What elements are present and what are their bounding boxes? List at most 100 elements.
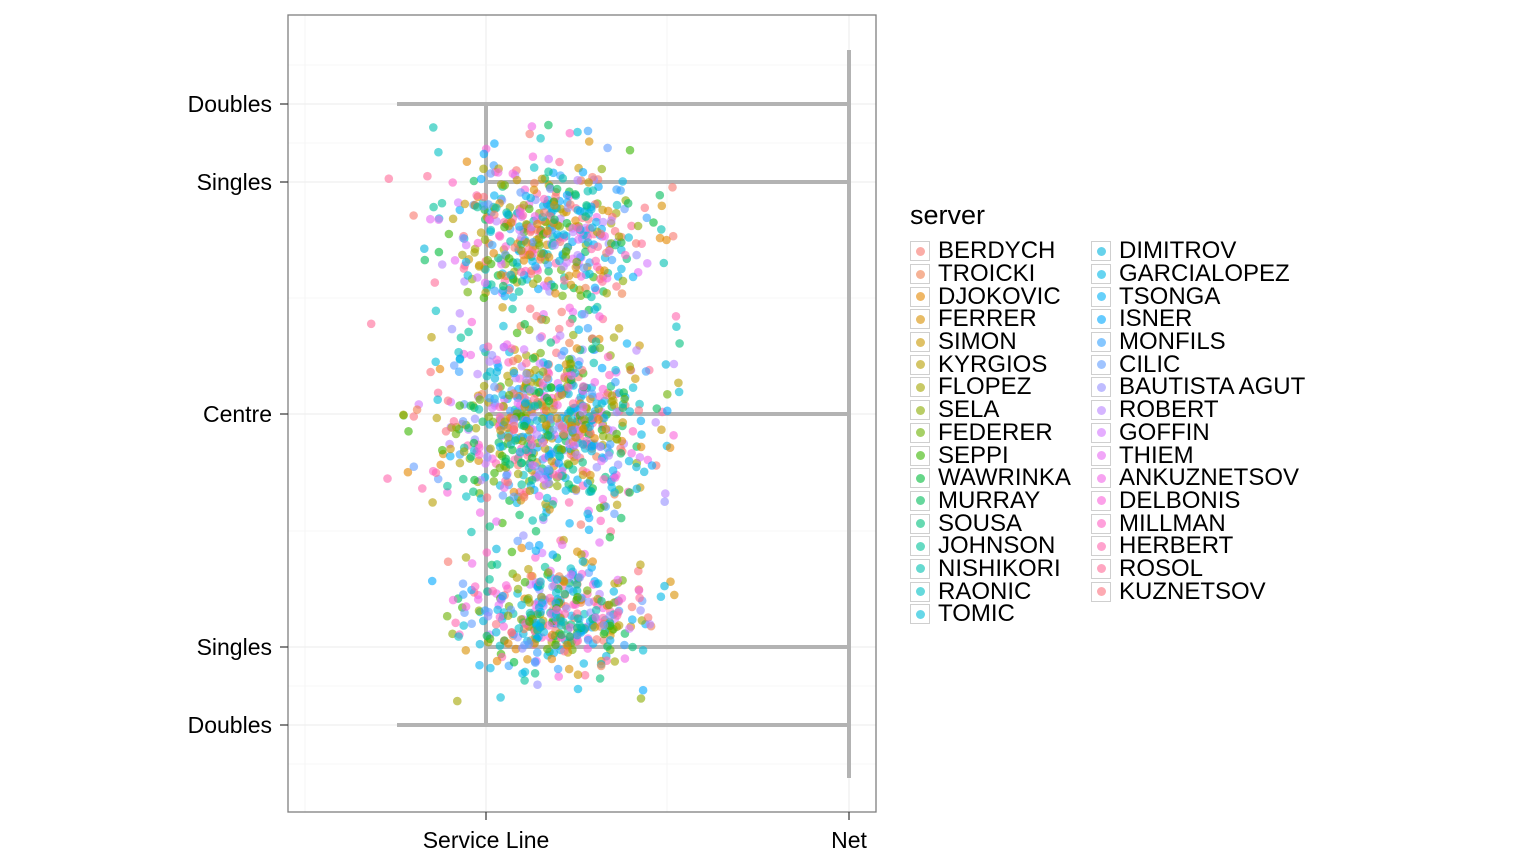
serve-point: [559, 430, 569, 439]
serve-point: [574, 235, 583, 244]
serve-point: [605, 370, 614, 380]
serve-point: [565, 338, 574, 348]
serve-point: [470, 582, 480, 591]
serve-point: [525, 304, 535, 314]
legend-swatch: [1096, 382, 1106, 392]
serve-point: [435, 364, 445, 374]
serve-point: [436, 460, 446, 470]
serve-point: [616, 186, 625, 195]
legend-item: MONFILS: [1091, 330, 1305, 354]
serve-point: [463, 271, 473, 280]
serve-point: [562, 218, 572, 228]
serve-point: [478, 417, 488, 427]
serve-point: [542, 282, 552, 291]
serve-point: [610, 509, 619, 519]
serve-point: [512, 258, 522, 267]
serve-point: [516, 246, 526, 255]
serve-point: [467, 527, 476, 537]
serve-point: [526, 571, 536, 581]
legend-label: SOUSA: [938, 509, 1023, 537]
serve-point: [583, 238, 593, 247]
x-tick-label: Net: [831, 827, 867, 853]
serve-point: [491, 620, 501, 629]
serve-point: [546, 383, 556, 392]
serve-point: [668, 183, 677, 192]
serve-point: [595, 312, 604, 321]
serve-point: [403, 467, 413, 477]
serve-point: [548, 550, 558, 559]
serve-point: [528, 354, 538, 363]
serve-point: [595, 343, 605, 353]
serve-point: [564, 664, 574, 674]
serve-point: [487, 350, 497, 360]
serve-point: [473, 595, 483, 604]
serve-point: [508, 445, 517, 455]
serve-point: [636, 442, 646, 452]
serve-point: [455, 458, 465, 468]
serve-point: [483, 342, 493, 352]
serve-point: [669, 431, 678, 440]
serve-point: [531, 618, 541, 628]
serve-point: [458, 233, 468, 243]
legend-label: FLOPEZ: [938, 373, 1032, 401]
serve-point: [475, 260, 484, 270]
serve-point: [495, 442, 505, 452]
serve-point: [553, 664, 563, 674]
legend-item: DELBONIS: [1091, 488, 1305, 512]
serve-point: [597, 399, 607, 408]
serve-point: [647, 461, 657, 470]
legend-swatch: [1096, 496, 1106, 506]
serve-point: [467, 559, 477, 568]
legend-item: NISHIKORI: [910, 556, 1071, 580]
serve-point: [534, 234, 544, 243]
serve-point: [645, 620, 655, 629]
serve-point: [462, 492, 471, 501]
serve-point: [591, 337, 601, 346]
serve-point: [451, 429, 461, 439]
serve-point: [565, 632, 575, 641]
serve-point: [451, 618, 460, 628]
serve-point: [448, 595, 458, 605]
legend-swatch: [915, 428, 925, 438]
serve-point: [561, 486, 571, 495]
serve-point: [559, 230, 569, 239]
serve-point: [603, 143, 612, 153]
serve-point: [528, 279, 538, 289]
serve-point: [499, 321, 508, 331]
legend-swatch: [915, 564, 925, 574]
serve-point: [592, 635, 601, 644]
serve-point: [558, 174, 568, 183]
serve-point: [631, 374, 640, 384]
legend-key: [910, 558, 930, 579]
serve-point: [441, 427, 451, 436]
legend-label: FEDERER: [938, 418, 1053, 446]
serve-point: [579, 382, 588, 391]
serve-point: [540, 208, 549, 217]
serve-point: [643, 259, 652, 268]
serve-point: [427, 576, 437, 586]
serve-point: [499, 281, 508, 291]
serve-point: [495, 402, 504, 412]
legend-item: GOFFIN: [1091, 420, 1305, 444]
legend-item: FLOPEZ: [910, 373, 1071, 401]
serve-point: [427, 332, 436, 342]
serve-point: [622, 339, 632, 348]
serve-point: [483, 453, 492, 462]
serve-point: [535, 359, 545, 368]
serve-point: [613, 575, 623, 585]
serve-point: [528, 460, 537, 470]
legend-label: WAWRINKA: [938, 464, 1071, 492]
legend-item: DIMITROV: [1091, 239, 1305, 263]
legend-swatch: [915, 337, 925, 347]
legend-item: GARCIALOPEZ: [1091, 262, 1305, 286]
serve-point: [527, 453, 537, 463]
serve-point: [583, 644, 592, 653]
serve-point: [589, 358, 599, 368]
serve-point: [587, 442, 597, 451]
serve-point: [543, 360, 553, 369]
serve-point: [533, 219, 542, 229]
legend-swatch: [1096, 269, 1106, 279]
serve-point: [573, 630, 582, 640]
serve-point: [552, 414, 562, 423]
serve-point: [476, 228, 486, 237]
